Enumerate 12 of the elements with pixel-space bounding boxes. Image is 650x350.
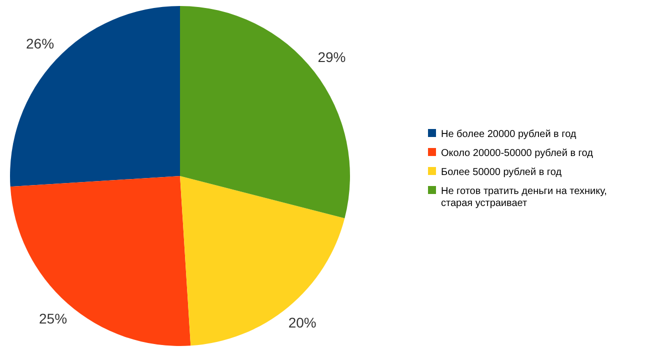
pie-slice	[180, 6, 350, 218]
data-label: 29%	[318, 49, 346, 66]
pie-slice	[10, 6, 180, 187]
legend-label: Не готов тратить деньги на технику, старая устраивает	[441, 186, 607, 209]
pie-slice	[180, 176, 345, 346]
data-label: 26%	[26, 35, 54, 52]
legend-label: Более 50000 рублей в год	[441, 167, 562, 178]
pie-slice	[10, 176, 191, 346]
legend-label: Не более 20000 рублей в год	[441, 129, 576, 140]
legend-label: Около 20000-50000 рублей в год	[441, 148, 594, 159]
data-label: 25%	[39, 310, 68, 327]
data-label: 20%	[288, 314, 316, 331]
